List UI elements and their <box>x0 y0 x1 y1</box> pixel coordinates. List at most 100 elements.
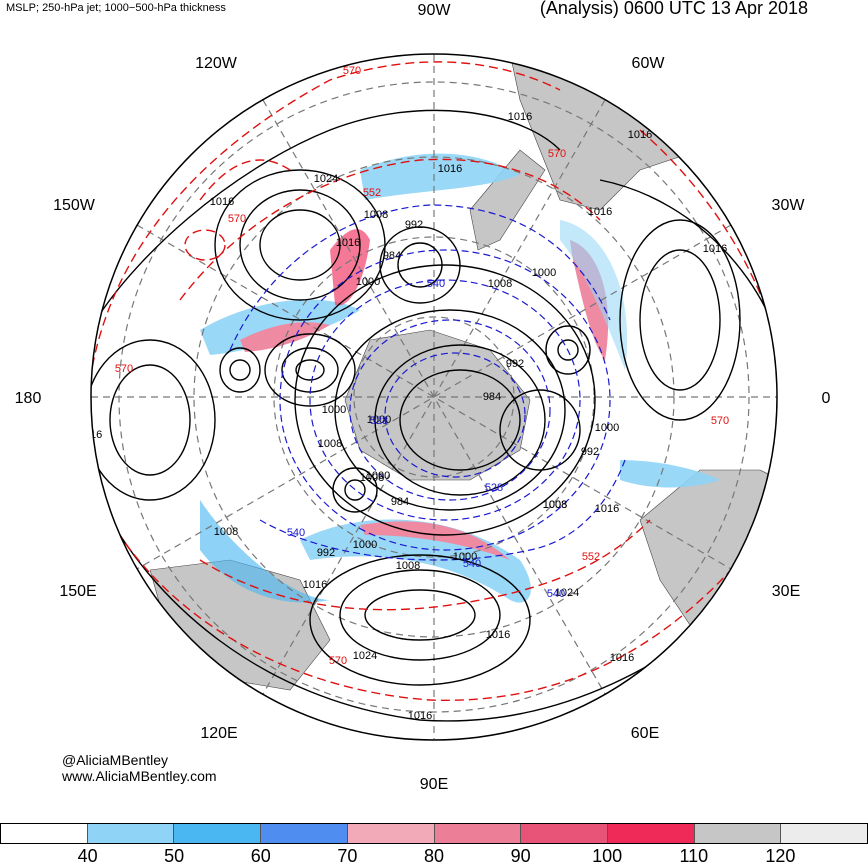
isobar-label: 1000 <box>366 470 390 482</box>
lon-label-30e: 30E <box>772 583 800 600</box>
isobar-label: 992 <box>317 547 335 559</box>
lon-label-90w: 90W <box>418 2 452 19</box>
thickness-label: 528 <box>485 482 503 494</box>
colorbar-tick-label: 50 <box>164 846 185 866</box>
colorbar-segment <box>781 824 868 843</box>
colorbar-tick-label: 80 <box>423 846 445 866</box>
thickness-label: 540 <box>463 558 481 570</box>
isobar-label: 984 <box>383 250 401 262</box>
isobar-label: 1016 <box>336 237 360 249</box>
thickness-label: 528 <box>370 415 388 427</box>
lon-label-150w: 150W <box>53 197 96 214</box>
isobar-label: 984 <box>391 496 409 508</box>
thickness-540 <box>229 204 626 561</box>
isobar-label: 1016 <box>610 652 634 664</box>
isobar-label: 1016 <box>78 429 102 441</box>
colorbar-segment <box>87 824 175 843</box>
lon-label-60w: 60W <box>632 55 666 72</box>
isobar-label: 1016 <box>303 579 327 591</box>
jet-streak-east <box>570 240 609 360</box>
colorbar-tick-label: 90 <box>510 846 531 866</box>
isobar-label: 1016 <box>210 196 234 208</box>
thickness-label: 570 <box>115 363 133 375</box>
isobar-label: 1016 <box>508 111 532 123</box>
colorbar-segment <box>347 824 435 843</box>
thickness-label: 570 <box>343 65 361 77</box>
lon-label-0: 0 <box>822 390 831 407</box>
isobar-label: 992 <box>405 219 423 231</box>
isobar-label: 1008 <box>318 438 342 450</box>
isobar-label: 992 <box>506 358 524 370</box>
colorbar-segment <box>174 824 262 843</box>
thickness-label: 552 <box>582 551 600 563</box>
isobar-label: 1008 <box>543 499 567 511</box>
colorbar-tick-label: 40 <box>77 846 98 866</box>
isobar-label: 1000 <box>453 551 477 563</box>
isobar-label: 1024 <box>353 650 377 662</box>
isobar-labels: 1016 1024 1016 1008 1016 992 984 1000 1016 1016 10… <box>78 47 727 722</box>
colorbar-tick-label: 70 <box>337 846 358 866</box>
isobar-label: 1016 <box>588 206 612 218</box>
colorbar-segment <box>1 824 88 843</box>
thickness-label: 570 <box>329 655 347 667</box>
thickness-label: 540 <box>547 588 565 600</box>
isobars <box>91 109 777 722</box>
jet-core-south <box>360 521 510 560</box>
colorbar-segment <box>434 824 522 843</box>
thickness-label: 540 <box>287 527 305 539</box>
isobar-label: 1000 <box>367 414 391 426</box>
colorbar-segment <box>607 824 695 843</box>
isobar-label: 992 <box>581 446 599 458</box>
isobar-label: 1016 <box>628 129 652 141</box>
isobar-label: 1000 <box>595 422 619 434</box>
isobar-label: 1008 <box>488 278 512 290</box>
isobar-label: 1000 <box>322 404 346 416</box>
colorbar-segment <box>261 824 348 843</box>
credit-site: www.AliciaMBentley.com <box>62 768 217 784</box>
lon-label-120w: 120W <box>195 55 238 72</box>
colorbar-tick-label: 60 <box>250 846 271 866</box>
thickness-label: 570 <box>711 415 729 427</box>
jet-core-west <box>240 322 330 352</box>
colorbar <box>0 823 868 844</box>
isobar-label: 1016 <box>438 163 462 175</box>
thickness-label: 540 <box>427 278 445 290</box>
isobar-label: 1000 <box>532 267 556 279</box>
thickness-label: 552 <box>363 187 381 199</box>
isobar-label: 1008 <box>214 526 238 538</box>
jet-streak-east-blue <box>560 220 628 370</box>
lon-label-150e: 150E <box>59 583 96 600</box>
thickness-552 <box>179 158 651 611</box>
colorbar-segment <box>521 824 608 843</box>
land-antarctica <box>344 329 531 481</box>
thickness-label: 570 <box>228 213 246 225</box>
isobar-label: 1016 <box>595 503 619 515</box>
isobar-label: 1024 <box>314 173 338 185</box>
jet-streak-north <box>360 153 520 200</box>
isobar-label: 1016 <box>360 47 384 59</box>
chart-title: MSLP; 250-hPa jet; 1000−500-hPa thicknes… <box>6 2 226 14</box>
isobar-label: 1016 <box>408 710 432 722</box>
isobar-label: 1016 <box>486 629 510 641</box>
valid-time-title: (Analysis) 0600 UTC 13 Apr 2018 <box>539 0 808 18</box>
isobar-label: 1024 <box>555 587 579 599</box>
isobar-label: 1008 <box>543 499 567 511</box>
colorbar-tick-label: 100 <box>592 846 623 866</box>
lon-label-120e: 120E <box>200 725 237 742</box>
thickness-label: 570 <box>548 148 566 160</box>
map-border <box>90 53 778 741</box>
lon-label-30w: 30W <box>772 197 806 214</box>
lon-label-180: 180 <box>15 390 42 407</box>
isobar-label: 1008 <box>364 209 388 221</box>
colorbar-tick-label: 110 <box>679 846 709 866</box>
longitude-labels: 90W 60W 30W 0 30E 60E 90E 120E 150E 180 … <box>15 2 831 793</box>
isobar-label: 1000 <box>356 276 380 288</box>
colorbar-segment <box>694 824 782 843</box>
lon-label-90e: 90E <box>420 776 448 793</box>
thickness-570 <box>91 61 777 702</box>
isobar-label: 1000 <box>353 539 377 551</box>
isobar-label: 1016 <box>703 243 727 255</box>
colorbar-tick-label: 120 <box>765 846 796 866</box>
jet-streak-southeast <box>620 460 720 488</box>
isobar-label: 1008 <box>360 472 384 484</box>
